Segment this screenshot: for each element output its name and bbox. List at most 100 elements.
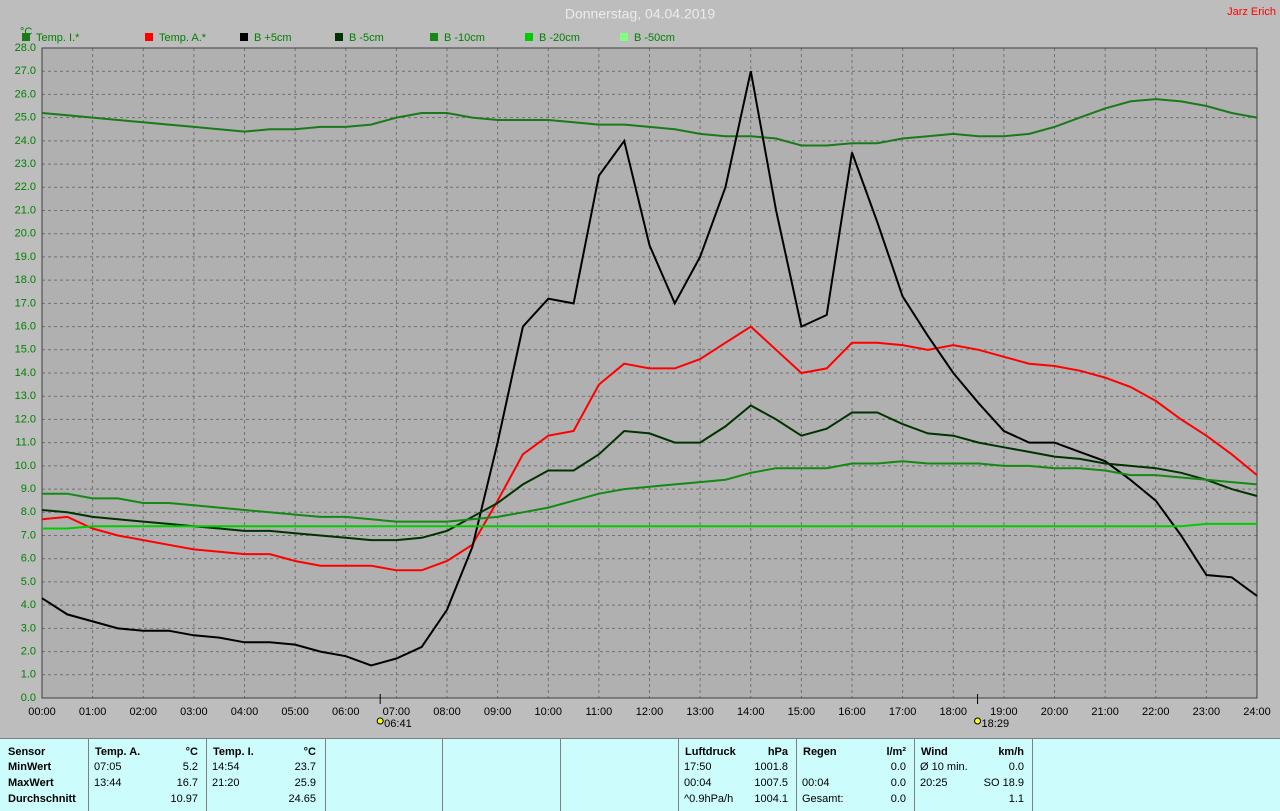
legend-label: B +5cm — [254, 32, 292, 44]
cell-time: Gesamt: — [802, 793, 844, 805]
cell-value: 24.65 — [288, 793, 316, 805]
column-divider — [206, 739, 207, 811]
x-tick-label: 20:00 — [1041, 706, 1069, 718]
x-tick-label: 18:00 — [939, 706, 967, 718]
x-tick-label: 12:00 — [636, 706, 664, 718]
x-tick-label: 15:00 — [788, 706, 816, 718]
legend-swatch — [22, 33, 30, 41]
table-header: Sensor — [8, 746, 46, 758]
y-tick-label: 4.0 — [21, 599, 36, 611]
x-tick-label: 05:00 — [281, 706, 309, 718]
cell-value: 1004.1 — [754, 793, 788, 805]
y-tick-label: 5.0 — [21, 576, 36, 588]
legend-label: B -50cm — [634, 32, 675, 44]
group-unit: °C — [185, 746, 198, 758]
series-line — [41, 70, 1258, 667]
series-line — [41, 98, 1258, 147]
series-line — [42, 460, 1258, 523]
group-header: Luftdruck — [685, 746, 736, 758]
cell-value: 16.7 — [176, 777, 198, 789]
cell-time: 13:44 — [94, 777, 122, 789]
y-tick-label: 6.0 — [21, 553, 36, 565]
cell-value: 0.0 — [890, 793, 906, 805]
y-tick-label: 26.0 — [15, 88, 36, 100]
x-tick-label: 14:00 — [737, 706, 765, 718]
row-label: MinWert — [8, 761, 52, 773]
x-tick-label: 24:00 — [1243, 706, 1271, 718]
legend-swatch — [145, 33, 153, 41]
row-label: Durchschnitt — [8, 793, 76, 805]
author: Jarz Erich — [1227, 6, 1276, 18]
y-tick-label: 3.0 — [21, 622, 36, 634]
legend-label: B -5cm — [349, 32, 384, 44]
sun-icon — [974, 717, 982, 725]
y-tick-label: 21.0 — [15, 204, 36, 216]
y-tick-label: 16.0 — [15, 320, 36, 332]
column-divider — [914, 739, 915, 811]
group-unit: l/m² — [886, 746, 906, 758]
legend-label: B -20cm — [539, 32, 580, 44]
y-tick-label: 22.0 — [15, 181, 36, 193]
y-tick-label: 17.0 — [15, 297, 36, 309]
series-line — [41, 325, 1258, 572]
cell-time: 07:05 — [94, 761, 122, 773]
cell-time: 14:54 — [212, 761, 240, 773]
x-tick-label: 21:00 — [1091, 706, 1119, 718]
y-tick-label: 27.0 — [15, 65, 36, 77]
legend-label: B -10cm — [444, 32, 485, 44]
cell-value: 5.2 — [182, 761, 198, 773]
legend-swatch — [335, 33, 343, 41]
group-header: Temp. I. — [213, 746, 254, 758]
group-unit: km/h — [998, 746, 1024, 758]
y-tick-label: 8.0 — [21, 506, 36, 518]
cell-value: 1007.5 — [754, 777, 788, 789]
column-divider — [442, 739, 443, 811]
legend-label: Temp. I.* — [36, 32, 80, 44]
chart: Donnerstag, 04.04.2019 Jarz Erich °C 0.0… — [15, 6, 1276, 730]
cell-value: 1.1 — [1008, 793, 1024, 805]
x-tick-label: 00:00 — [28, 706, 56, 718]
y-tick-label: 9.0 — [21, 483, 36, 495]
cell-value: SO 18.9 — [983, 777, 1024, 789]
group-unit: °C — [303, 746, 316, 758]
group-unit: hPa — [767, 746, 788, 758]
x-tick-label: 10:00 — [534, 706, 562, 718]
y-tick-label: 18.0 — [15, 274, 36, 286]
column-divider — [325, 739, 326, 811]
x-tick-label: 11:00 — [586, 706, 613, 718]
x-tick-label: 02:00 — [129, 706, 157, 718]
cell-time: 00:04 — [684, 777, 712, 789]
y-tick-label: 25.0 — [15, 112, 36, 124]
cell-value: 0.0 — [890, 777, 906, 789]
y-tick-label: 24.0 — [15, 135, 36, 147]
cell-value: 25.9 — [294, 777, 316, 789]
cell-value: 1001.8 — [754, 761, 788, 773]
y-tick-label: 23.0 — [15, 158, 36, 170]
chart-title: Donnerstag, 04.04.2019 — [565, 6, 715, 22]
legend-swatch — [525, 33, 533, 41]
x-tick-label: 08:00 — [433, 706, 461, 718]
sun-icon — [376, 717, 384, 725]
group-header: Wind — [921, 746, 948, 758]
cell-time: Ø 10 min. — [920, 761, 968, 773]
y-tick-label: 2.0 — [21, 645, 36, 657]
cell-time: ^0.9hPa/h — [684, 793, 734, 805]
row-label: MaxWert — [8, 777, 54, 789]
stats-table: Sensor MinWert MaxWert Durchschnitt Temp. A.… — [0, 738, 1280, 811]
legend-swatch — [240, 33, 248, 41]
x-tick-label: 23:00 — [1193, 706, 1221, 718]
x-tick-label: 04:00 — [231, 706, 259, 718]
column-divider — [88, 739, 89, 811]
cell-time: 21:20 — [212, 777, 240, 789]
series-line — [41, 404, 1258, 542]
y-tick-label: 12.0 — [15, 413, 36, 425]
cell-value: 23.7 — [294, 761, 316, 773]
y-tick-label: 20.0 — [15, 228, 36, 240]
y-tick-label: 11.0 — [15, 437, 36, 449]
y-tick-label: 13.0 — [15, 390, 36, 402]
legend-swatch — [430, 33, 438, 41]
sun-label: 18:29 — [982, 718, 1010, 730]
x-tick-label: 19:00 — [990, 706, 1018, 718]
cell-time: 17:50 — [684, 761, 712, 773]
